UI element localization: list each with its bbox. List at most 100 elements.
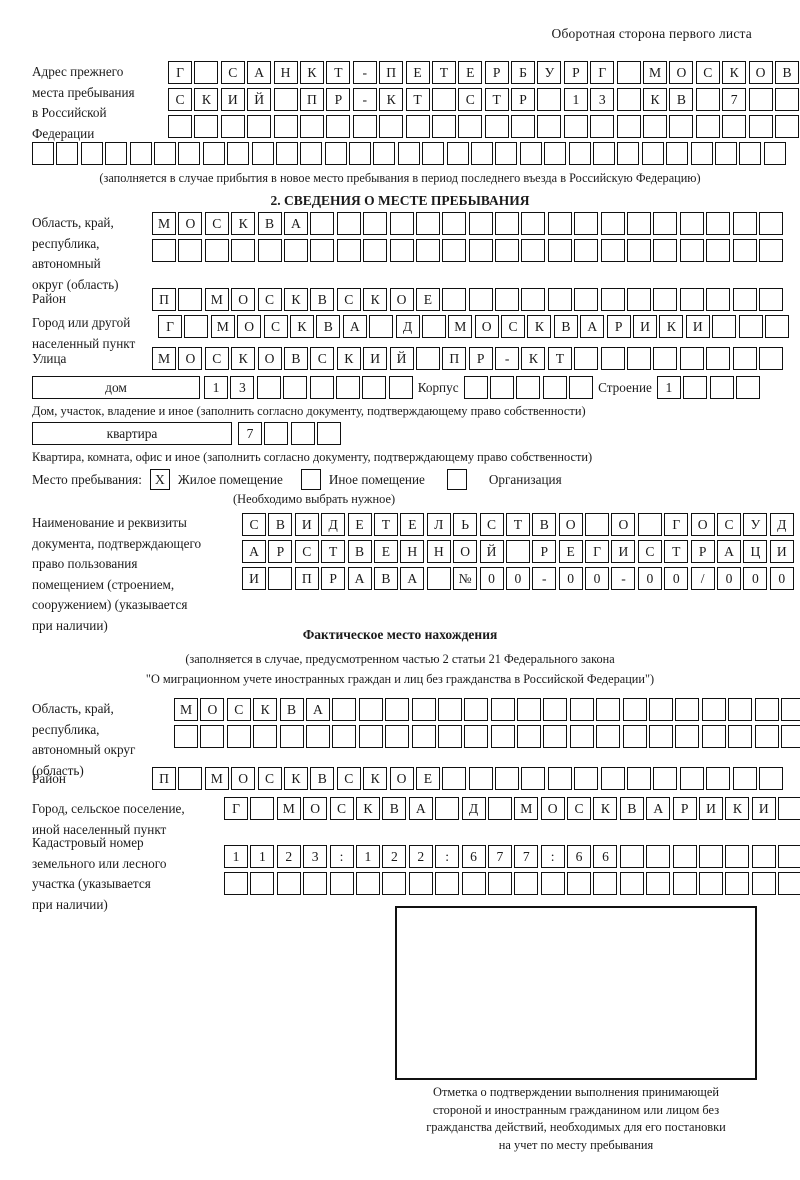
char-cell[interactable]: Е bbox=[558, 540, 583, 563]
char-cell[interactable]: 1 bbox=[563, 88, 588, 111]
char-cell[interactable] bbox=[415, 347, 440, 370]
char-cell[interactable] bbox=[574, 767, 599, 790]
char-cell[interactable] bbox=[490, 725, 515, 748]
char-cell[interactable]: Р bbox=[326, 88, 351, 111]
char-cell[interactable] bbox=[226, 725, 251, 748]
cadastral-row-2[interactable] bbox=[224, 872, 800, 895]
char-cell[interactable] bbox=[675, 725, 700, 748]
char-cell[interactable] bbox=[362, 376, 387, 399]
char-cell[interactable] bbox=[273, 88, 298, 111]
char-cell[interactable] bbox=[780, 725, 800, 748]
char-cell[interactable] bbox=[547, 212, 572, 235]
char-cell[interactable] bbox=[435, 872, 460, 895]
char-cell[interactable] bbox=[600, 212, 625, 235]
char-cell[interactable]: И bbox=[633, 315, 658, 338]
char-cell[interactable] bbox=[543, 725, 568, 748]
char-cell[interactable] bbox=[253, 725, 278, 748]
char-cell[interactable] bbox=[458, 115, 483, 138]
char-cell[interactable] bbox=[224, 872, 248, 895]
char-cell[interactable]: К bbox=[363, 288, 388, 311]
char-cell[interactable]: К bbox=[355, 797, 380, 820]
char-cell[interactable] bbox=[310, 239, 335, 262]
char-cell[interactable]: Е bbox=[415, 767, 440, 790]
char-cell[interactable]: И bbox=[611, 540, 636, 563]
char-cell[interactable]: Ь bbox=[453, 513, 478, 536]
char-cell[interactable] bbox=[435, 797, 460, 820]
char-cell[interactable] bbox=[268, 567, 293, 590]
char-cell[interactable] bbox=[426, 567, 451, 590]
char-cell[interactable] bbox=[695, 88, 720, 111]
char-cell[interactable] bbox=[732, 347, 757, 370]
char-cell[interactable]: 0 bbox=[743, 567, 768, 590]
char-cell[interactable]: Т bbox=[664, 540, 689, 563]
char-cell[interactable]: М bbox=[204, 288, 229, 311]
char-cell[interactable]: А bbox=[717, 540, 742, 563]
char-cell[interactable]: С bbox=[257, 288, 282, 311]
char-cell[interactable] bbox=[231, 239, 256, 262]
char-cell[interactable]: М bbox=[174, 698, 198, 721]
char-cell[interactable] bbox=[701, 725, 726, 748]
char-cell[interactable] bbox=[593, 872, 618, 895]
char-cell[interactable]: А bbox=[347, 567, 372, 590]
char-cell[interactable]: Р bbox=[268, 540, 293, 563]
flat-number-cells[interactable]: 7 bbox=[238, 422, 342, 445]
char-cell[interactable]: 0 bbox=[769, 567, 794, 590]
char-cell[interactable]: И bbox=[220, 88, 245, 111]
char-cell[interactable]: С bbox=[168, 88, 192, 111]
char-cell[interactable]: В bbox=[283, 347, 308, 370]
char-cell[interactable]: О bbox=[748, 61, 773, 84]
char-cell[interactable] bbox=[389, 239, 414, 262]
char-cell[interactable]: Р bbox=[690, 540, 715, 563]
char-cell[interactable] bbox=[437, 698, 462, 721]
char-cell[interactable]: Д bbox=[395, 315, 420, 338]
char-cell[interactable] bbox=[521, 767, 546, 790]
char-cell[interactable]: С bbox=[263, 315, 288, 338]
char-cell[interactable] bbox=[706, 767, 731, 790]
char-cell[interactable] bbox=[468, 239, 493, 262]
char-cell[interactable]: О bbox=[178, 212, 203, 235]
document-row-3[interactable]: И П Р А В А № 0 0-0 0-0 0/0 0 0 bbox=[242, 567, 794, 590]
char-cell[interactable] bbox=[388, 376, 413, 399]
char-cell[interactable]: А bbox=[342, 315, 367, 338]
char-cell[interactable] bbox=[442, 239, 467, 262]
char-cell[interactable] bbox=[547, 767, 572, 790]
char-cell[interactable]: Й bbox=[389, 347, 414, 370]
char-cell[interactable]: Й bbox=[479, 540, 504, 563]
char-cell[interactable]: К bbox=[722, 61, 747, 84]
prev-address-row-3[interactable] bbox=[168, 115, 799, 138]
char-cell[interactable]: Г bbox=[168, 61, 192, 84]
char-cell[interactable] bbox=[442, 212, 467, 235]
char-cell[interactable] bbox=[725, 845, 750, 868]
char-cell[interactable] bbox=[706, 288, 731, 311]
char-cell[interactable] bbox=[672, 845, 697, 868]
char-cell[interactable] bbox=[521, 239, 546, 262]
char-cell[interactable] bbox=[544, 142, 567, 165]
char-cell[interactable]: Н bbox=[400, 540, 425, 563]
char-cell[interactable]: С bbox=[242, 513, 266, 536]
prev-address-row-4[interactable] bbox=[32, 142, 786, 165]
char-cell[interactable] bbox=[778, 845, 800, 868]
char-cell[interactable] bbox=[627, 288, 652, 311]
char-cell[interactable]: К bbox=[289, 315, 314, 338]
char-cell[interactable] bbox=[516, 376, 541, 399]
char-cell[interactable]: В bbox=[669, 88, 694, 111]
char-cell[interactable] bbox=[369, 315, 394, 338]
char-cell[interactable] bbox=[220, 115, 245, 138]
char-cell[interactable] bbox=[600, 288, 625, 311]
char-cell[interactable]: А bbox=[242, 540, 266, 563]
char-cell[interactable] bbox=[363, 212, 388, 235]
char-cell[interactable] bbox=[758, 239, 783, 262]
char-cell[interactable] bbox=[706, 212, 731, 235]
char-cell[interactable]: В bbox=[310, 288, 335, 311]
char-cell[interactable] bbox=[675, 698, 700, 721]
char-cell[interactable]: М bbox=[448, 315, 473, 338]
char-cell[interactable] bbox=[722, 115, 747, 138]
char-cell[interactable]: В bbox=[257, 212, 282, 235]
char-cell[interactable] bbox=[596, 725, 621, 748]
char-cell[interactable]: К bbox=[299, 61, 324, 84]
char-cell[interactable] bbox=[653, 239, 678, 262]
char-cell[interactable] bbox=[411, 725, 436, 748]
char-cell[interactable] bbox=[758, 767, 783, 790]
